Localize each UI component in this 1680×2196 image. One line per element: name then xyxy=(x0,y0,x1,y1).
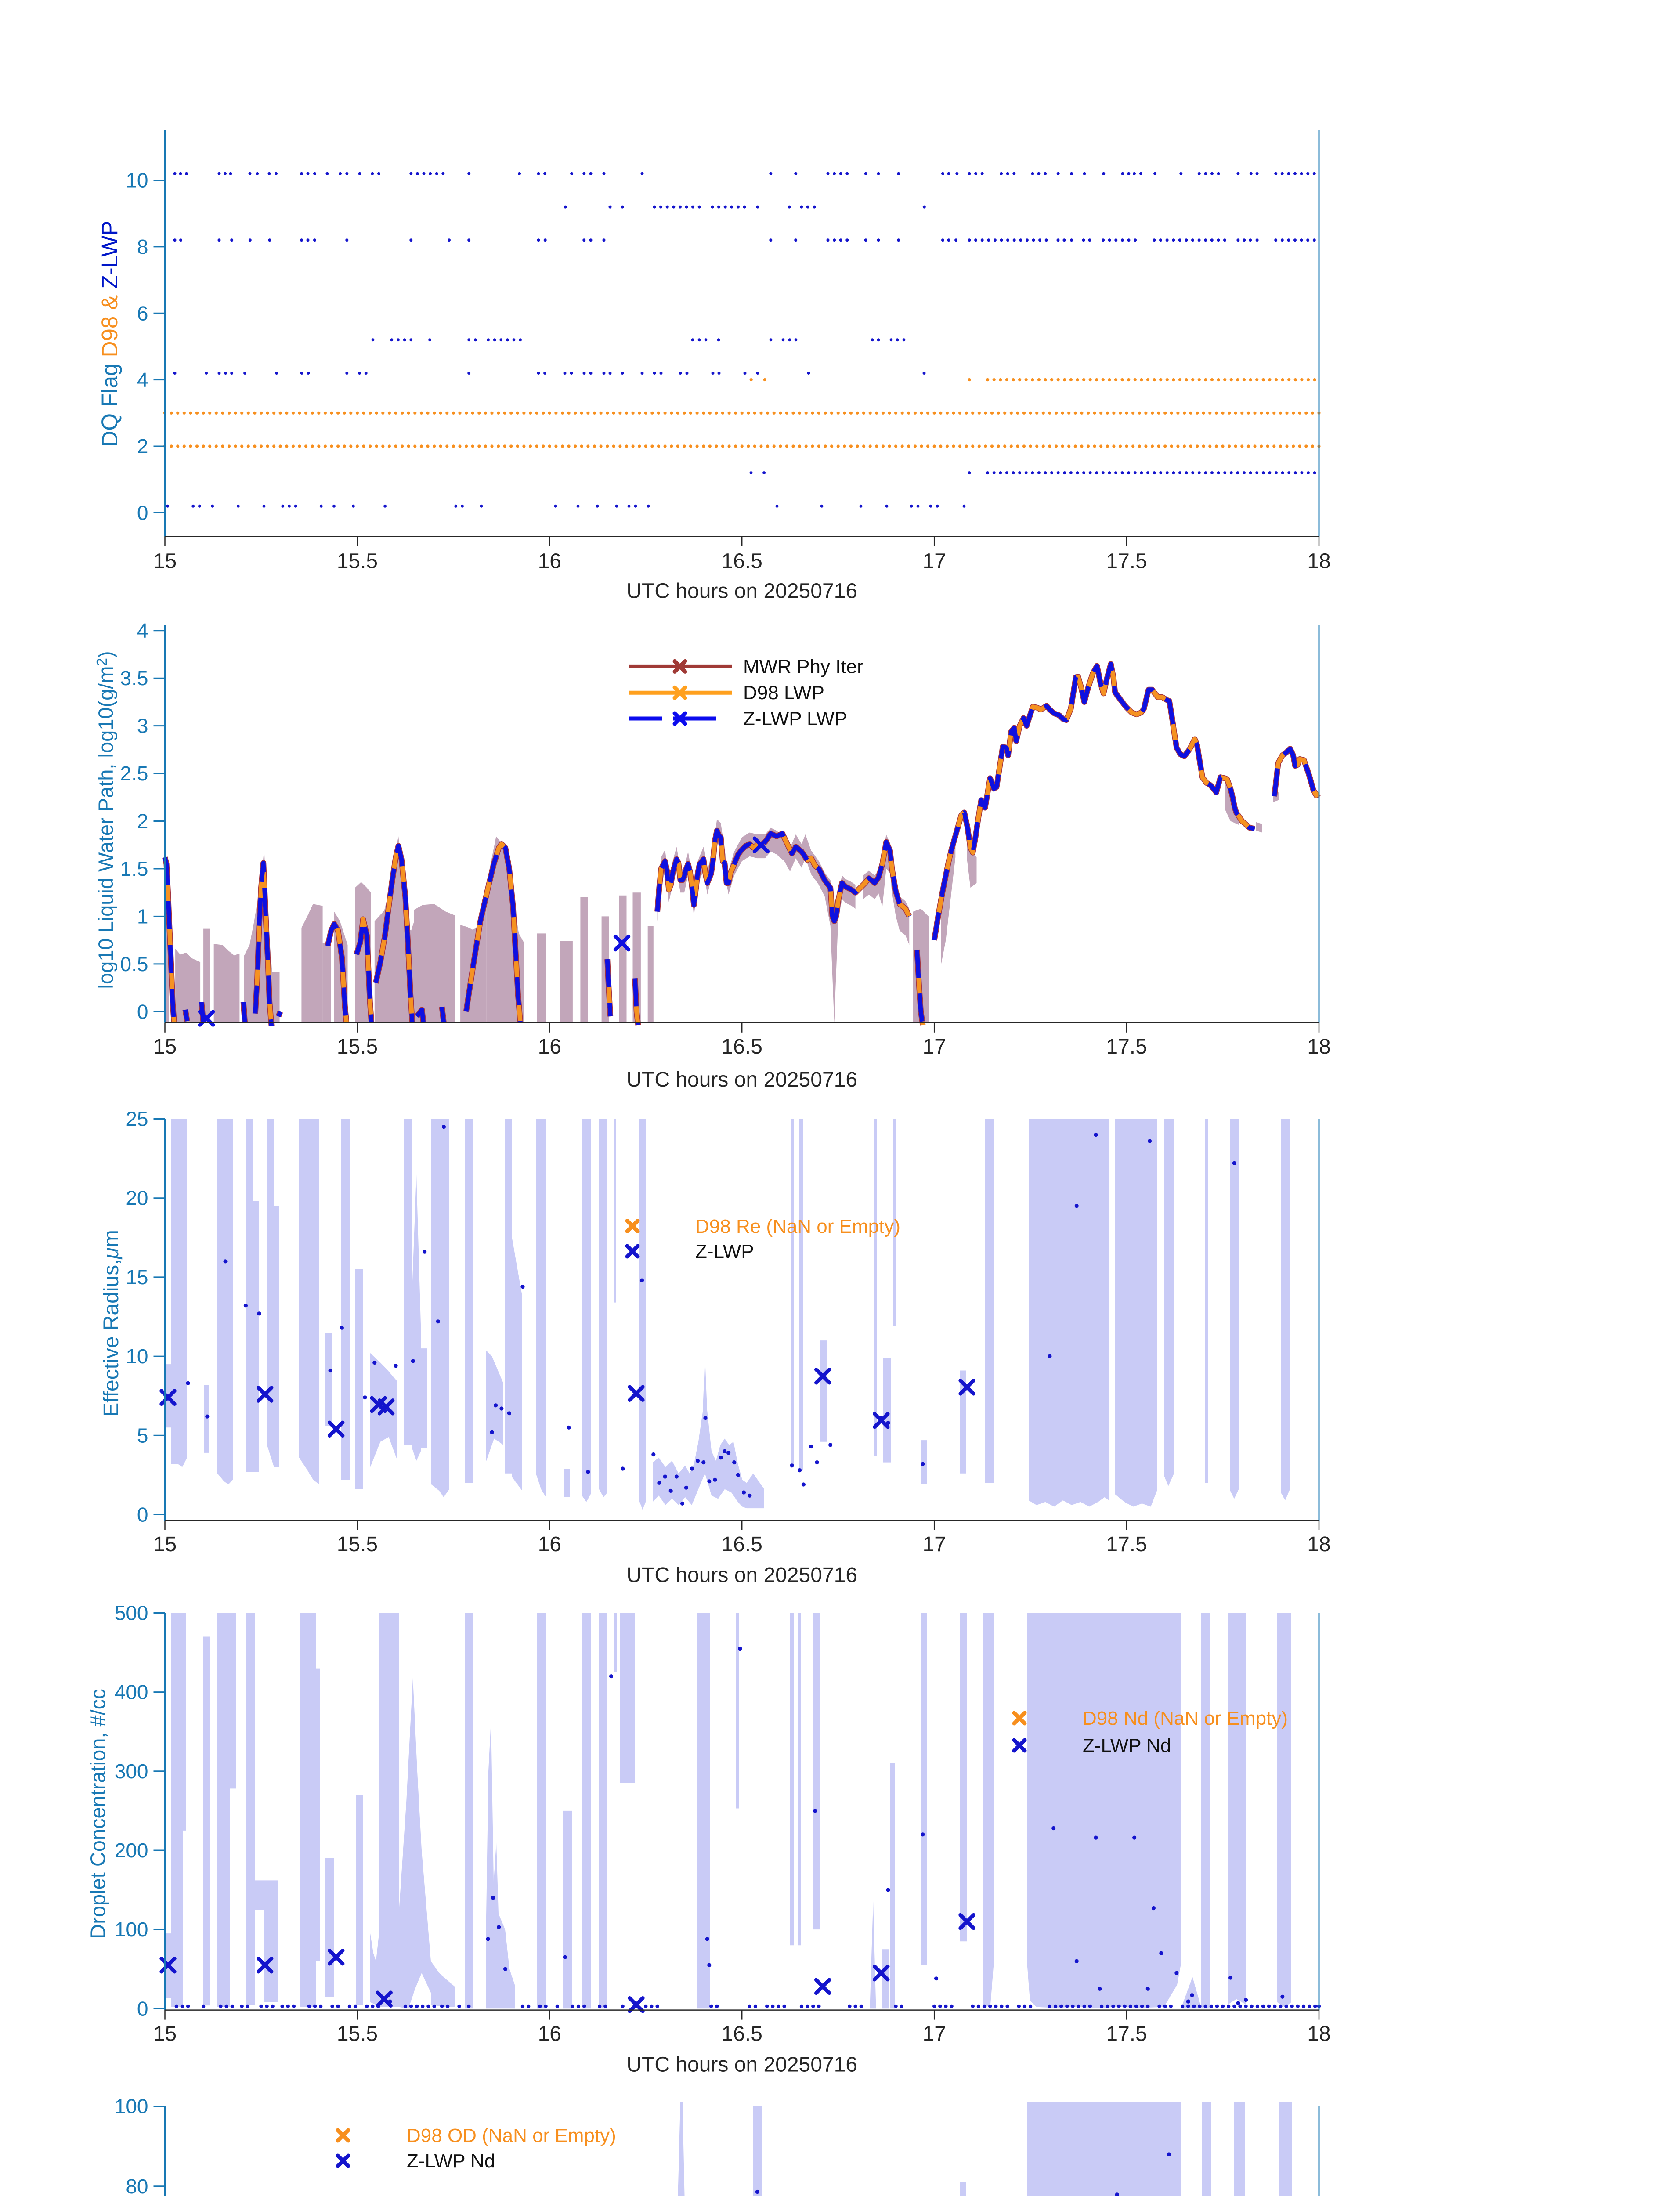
svg-text:16.5: 16.5 xyxy=(721,550,762,573)
svg-text:Z-LWP Nd: Z-LWP Nd xyxy=(1083,1735,1171,1756)
svg-text:UTC hours on 20250716: UTC hours on 20250716 xyxy=(626,1564,857,1587)
svg-text:15.5: 15.5 xyxy=(337,1533,378,1556)
svg-text:17: 17 xyxy=(923,1035,946,1058)
svg-text:80: 80 xyxy=(126,2175,148,2196)
svg-text:D98 Nd (NaN or Empty): D98 Nd (NaN or Empty) xyxy=(1083,1708,1288,1729)
svg-text:18: 18 xyxy=(1307,1533,1330,1556)
svg-text:17.5: 17.5 xyxy=(1106,2023,1147,2046)
svg-text:4: 4 xyxy=(137,368,148,391)
svg-text:18: 18 xyxy=(1307,1035,1330,1058)
svg-text:8: 8 xyxy=(137,235,148,258)
svg-text:UTC hours on 20250716: UTC hours on 20250716 xyxy=(626,580,857,603)
svg-text:UTC hours on 20250716: UTC hours on 20250716 xyxy=(626,2053,857,2077)
svg-text:15: 15 xyxy=(126,1266,148,1289)
svg-text:20: 20 xyxy=(126,1187,148,1210)
svg-text:10: 10 xyxy=(126,1345,148,1368)
svg-text:1.5: 1.5 xyxy=(120,857,148,880)
svg-text:17: 17 xyxy=(923,1533,946,1556)
svg-text:200: 200 xyxy=(115,1839,148,1862)
svg-text:25: 25 xyxy=(126,1108,148,1131)
svg-text:UTC hours on 20250716: UTC hours on 20250716 xyxy=(626,1068,857,1091)
svg-text:5: 5 xyxy=(137,1424,148,1447)
svg-text:17.5: 17.5 xyxy=(1106,550,1147,573)
svg-text:15: 15 xyxy=(153,1035,177,1058)
svg-text:15: 15 xyxy=(153,2023,177,2046)
svg-text:18: 18 xyxy=(1307,2023,1330,2046)
svg-text:Droplet Concentration, #/cc: Droplet Concentration, #/cc xyxy=(86,1689,109,1939)
svg-text:log10 Liquid Water Path, log10: log10 Liquid Water Path, log10(g/m2) xyxy=(94,651,117,989)
svg-text:16: 16 xyxy=(538,1035,561,1058)
svg-text:2.5: 2.5 xyxy=(120,762,148,785)
svg-text:Z-LWP LWP: Z-LWP LWP xyxy=(743,708,847,730)
svg-text:17.5: 17.5 xyxy=(1106,1035,1147,1058)
svg-text:17.5: 17.5 xyxy=(1106,1533,1147,1556)
svg-text:400: 400 xyxy=(115,1681,148,1704)
svg-text:MWR Phy Iter: MWR Phy Iter xyxy=(743,656,863,677)
svg-text:16.5: 16.5 xyxy=(721,1533,762,1556)
svg-text:100: 100 xyxy=(115,1918,148,1941)
svg-text:300: 300 xyxy=(115,1760,148,1783)
svg-text:15.5: 15.5 xyxy=(337,1035,378,1058)
svg-text:10: 10 xyxy=(126,169,148,192)
svg-text:100: 100 xyxy=(115,2095,148,2118)
svg-text:2: 2 xyxy=(137,435,148,458)
svg-text:Z-LWP Nd: Z-LWP Nd xyxy=(407,2150,495,2172)
svg-text:15: 15 xyxy=(153,550,177,573)
svg-text:500: 500 xyxy=(115,1602,148,1625)
svg-text:Effective Radius,μm: Effective Radius,μm xyxy=(100,1230,123,1417)
svg-text:0: 0 xyxy=(137,1503,148,1526)
svg-text:0.5: 0.5 xyxy=(120,953,148,975)
svg-text:2: 2 xyxy=(137,810,148,833)
svg-text:D98 LWP: D98 LWP xyxy=(743,682,824,704)
svg-text:16: 16 xyxy=(538,1533,561,1556)
svg-text:17: 17 xyxy=(923,2023,946,2046)
svg-text:1: 1 xyxy=(137,905,148,928)
svg-text:16: 16 xyxy=(538,2023,561,2046)
svg-text:16.5: 16.5 xyxy=(721,1035,762,1058)
svg-text:6: 6 xyxy=(137,302,148,325)
svg-text:18: 18 xyxy=(1307,550,1330,573)
svg-text:DQ Flag D98 & Z-LWP: DQ Flag D98 & Z-LWP xyxy=(97,221,122,447)
svg-text:15.5: 15.5 xyxy=(337,2023,378,2046)
svg-text:0: 0 xyxy=(137,1000,148,1023)
svg-text:3.5: 3.5 xyxy=(120,667,148,690)
svg-text:0: 0 xyxy=(137,1997,148,2020)
svg-text:4: 4 xyxy=(137,619,148,642)
svg-text:0: 0 xyxy=(137,501,148,524)
svg-text:16.5: 16.5 xyxy=(721,2023,762,2046)
svg-text:15.5: 15.5 xyxy=(337,550,378,573)
svg-text:3: 3 xyxy=(137,715,148,737)
svg-text:Z-LWP: Z-LWP xyxy=(695,1241,754,1262)
svg-text:15: 15 xyxy=(153,1533,177,1556)
svg-text:17: 17 xyxy=(923,550,946,573)
svg-text:D98 Re (NaN or Empty): D98 Re (NaN or Empty) xyxy=(695,1216,900,1237)
svg-text:D98 OD (NaN or Empty): D98 OD (NaN or Empty) xyxy=(407,2125,616,2146)
svg-text:16: 16 xyxy=(538,550,561,573)
